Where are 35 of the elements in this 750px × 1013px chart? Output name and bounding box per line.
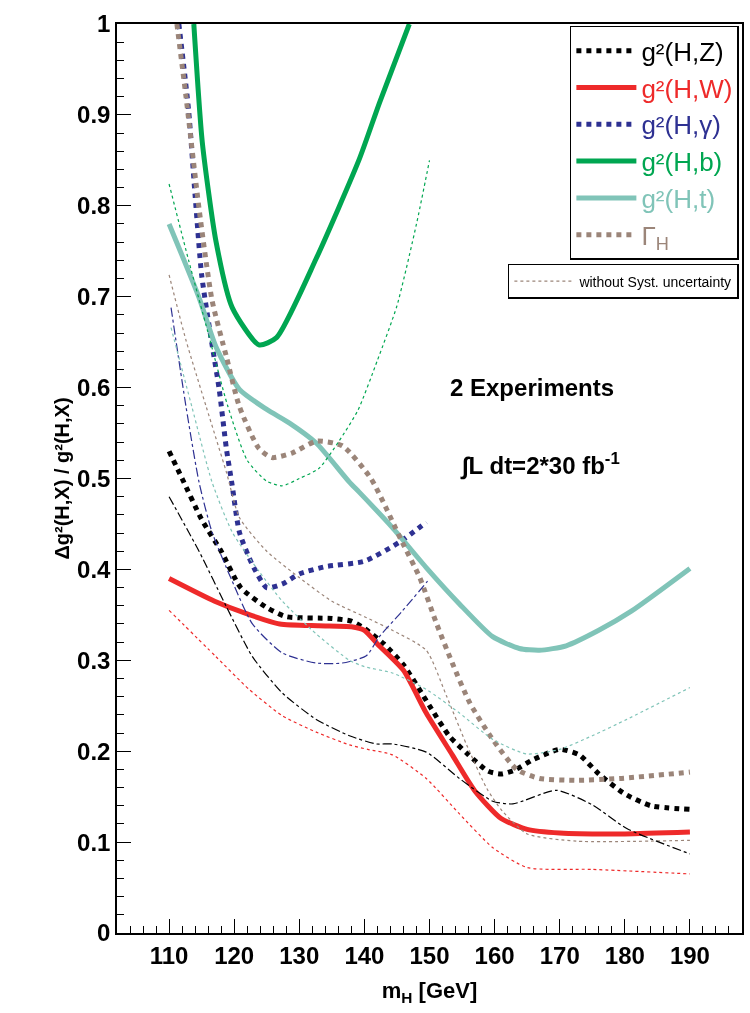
y-tick-label: 0.5 <box>77 464 111 492</box>
y-tick-label: 0.3 <box>77 646 111 674</box>
x-tick-label: 120 <box>214 941 255 969</box>
legend-label: Γ$_{H}$ <box>641 220 669 255</box>
y-tick-label: 0.8 <box>77 192 111 220</box>
y-axis-title: Δg²(H,X) / g²(H,X) <box>51 397 74 560</box>
legend-label: without Syst. uncertainty <box>578 273 732 290</box>
x-tick-label: 180 <box>604 941 645 969</box>
line-series <box>170 307 429 665</box>
x-axis-title: m$_{H}$ [GeV] <box>381 977 478 1006</box>
annotation: ∫L dt=2*30 fb$^{-1}$ <box>460 449 620 481</box>
x-tick-label: 160 <box>474 941 515 969</box>
annotation: 2 Experiments <box>450 374 615 401</box>
x-tick-label: 110 <box>149 941 189 969</box>
x-tick-label: 170 <box>539 941 580 969</box>
legend-label: g²(H,b) <box>641 147 723 178</box>
x-tick-label: 190 <box>669 941 710 969</box>
line-series <box>168 159 431 487</box>
y-tick-label: 0.4 <box>77 555 112 583</box>
x-tick-label: 140 <box>344 941 385 969</box>
y-tick-label: 0 <box>97 919 111 947</box>
y-tick-label: 0.7 <box>77 283 111 311</box>
legend-label: g²(H,Z) <box>641 36 724 67</box>
x-tick-label: 150 <box>409 941 450 969</box>
legend-label: g²(H,t) <box>641 184 716 215</box>
y-tick-label: 0.1 <box>77 828 111 856</box>
y-tick-label: 0.6 <box>77 374 111 401</box>
line-series <box>170 327 691 755</box>
y-tick-label: 0.9 <box>77 101 111 129</box>
legend-label: g²(H,W) <box>641 73 733 104</box>
legend-label: g²(H,γ) <box>641 110 721 141</box>
y-tick-label: 1 <box>97 10 111 38</box>
line-series <box>168 609 691 875</box>
y-tick-label: 0.2 <box>77 737 111 765</box>
x-tick-label: 130 <box>279 941 320 969</box>
